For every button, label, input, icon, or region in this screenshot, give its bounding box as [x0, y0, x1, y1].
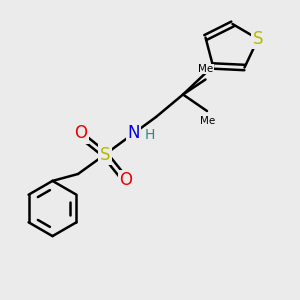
Text: S: S — [253, 30, 263, 48]
Text: O: O — [74, 124, 88, 142]
Text: H: H — [145, 128, 155, 142]
Text: O: O — [119, 171, 133, 189]
Text: Me: Me — [200, 116, 215, 126]
Text: Me: Me — [198, 64, 213, 74]
Text: N: N — [127, 124, 140, 142]
Text: S: S — [100, 146, 110, 164]
